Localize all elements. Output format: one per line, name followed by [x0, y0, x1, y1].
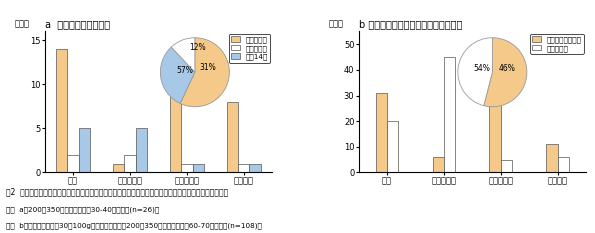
Bar — [181, 164, 193, 172]
Wedge shape — [171, 38, 195, 72]
Bar — [387, 121, 399, 172]
Bar — [501, 160, 512, 172]
Bar — [249, 164, 261, 172]
Text: （人）: （人） — [15, 20, 30, 29]
Text: b 「ひめあやか」の小さないもの評価: b 「ひめあやか」の小さないもの評価 — [359, 19, 462, 29]
Bar — [193, 164, 204, 172]
Text: 図2  焼きいもアンケートによる評価【一番好きな品種（円グラフ）とその理由（複数回答、棒グラフ）】: 図2 焼きいもアンケートによる評価【一番好きな品種（円グラフ）とその理由（複数回… — [6, 188, 228, 197]
Bar — [56, 49, 67, 172]
Bar — [136, 128, 147, 172]
Text: 注）  a：200～350ｇのいも使用、30-40才代中心(n=26)。: 注） a：200～350ｇのいも使用、30-40才代中心(n=26)。 — [6, 206, 159, 213]
Text: b：「ひめあやか」30～100g、「ベニアズマ」200～350ｇのいも使用、60-70才代中心(n=108)。: b：「ひめあやか」30～100g、「ベニアズマ」200～350ｇのいも使用、60… — [6, 223, 262, 229]
Bar — [79, 128, 90, 172]
Wedge shape — [458, 38, 493, 106]
Text: a  主要２品種との比較: a 主要２品種との比較 — [45, 19, 109, 29]
Bar — [124, 155, 136, 172]
Text: 54%: 54% — [474, 64, 490, 73]
Bar — [489, 44, 501, 172]
Legend: ひめあやか, ベニアズマ, 高糶14号: ひめあやか, ベニアズマ, 高糶14号 — [229, 34, 270, 62]
Legend: ひめあやか小いも, ベニアズマ: ひめあやか小いも, ベニアズマ — [530, 34, 584, 54]
Text: 46%: 46% — [499, 64, 515, 73]
Bar — [558, 157, 569, 172]
Wedge shape — [161, 47, 195, 103]
Bar — [546, 144, 558, 172]
Bar — [227, 102, 238, 172]
Bar — [113, 164, 124, 172]
Bar — [444, 57, 455, 172]
Bar — [170, 84, 181, 172]
Bar — [238, 164, 249, 172]
Wedge shape — [484, 38, 527, 107]
Bar — [67, 155, 79, 172]
Wedge shape — [180, 38, 229, 107]
Text: 12%: 12% — [189, 43, 206, 52]
Bar — [433, 157, 444, 172]
Text: （人）: （人） — [329, 20, 344, 29]
Text: 31%: 31% — [199, 62, 217, 72]
Text: 57%: 57% — [177, 66, 193, 75]
Bar — [375, 93, 387, 172]
